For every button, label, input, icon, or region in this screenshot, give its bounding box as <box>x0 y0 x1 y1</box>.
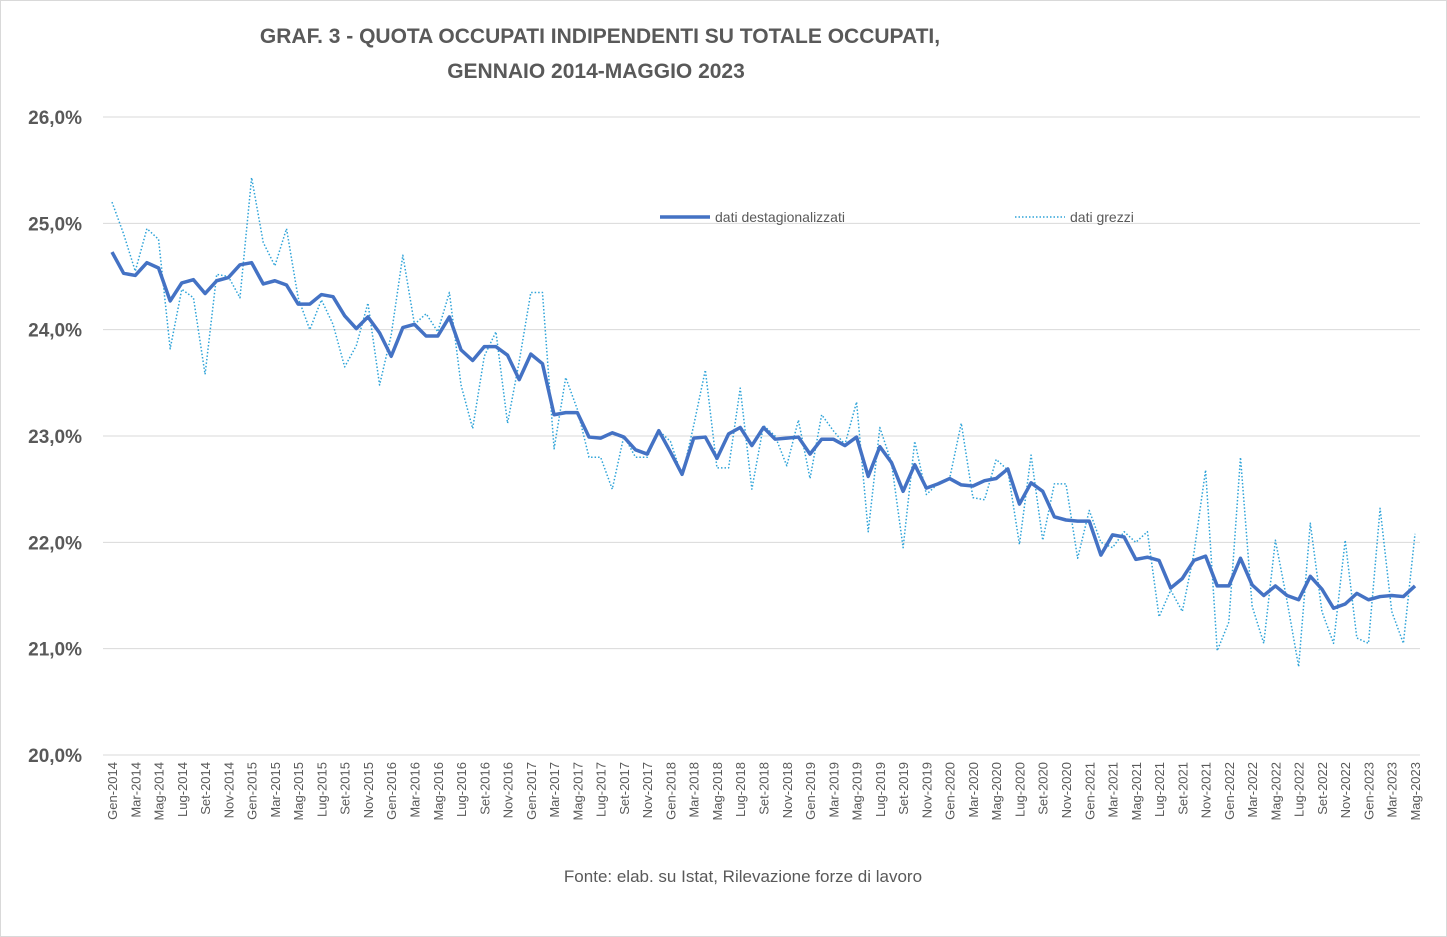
x-tick-label: Nov-2022 <box>1338 762 1353 818</box>
x-tick-label: Gen-2014 <box>105 762 120 820</box>
x-tick-label: Gen-2020 <box>943 762 958 820</box>
x-tick-label: Mag-2019 <box>850 762 865 821</box>
x-tick-label: Set-2020 <box>1036 762 1051 815</box>
x-tick-label: Mag-2015 <box>291 762 306 821</box>
x-tick-label: Mag-2016 <box>431 762 446 821</box>
x-tick-label: Set-2017 <box>617 762 632 815</box>
x-tick-label: Nov-2018 <box>780 762 795 818</box>
x-tick-label: Mar-2020 <box>966 762 981 818</box>
x-tick-label: Lug-2019 <box>873 762 888 817</box>
x-tick-label: Mar-2014 <box>128 762 143 818</box>
data-line <box>110 251 1417 611</box>
x-tick-label: Gen-2017 <box>524 762 539 820</box>
x-tick-label: Set-2015 <box>338 762 353 815</box>
x-tick-label: Mar-2017 <box>547 762 562 818</box>
x-tick-label: Gen-2022 <box>1222 762 1237 820</box>
x-tick-label: Lug-2017 <box>594 762 609 817</box>
y-tick-label: 24,0% <box>28 321 82 342</box>
legend-label: dati grezzi <box>1070 209 1134 225</box>
x-tick-label: Nov-2020 <box>1059 762 1074 818</box>
x-tick-label: Lug-2018 <box>733 762 748 817</box>
x-tick-label: Set-2022 <box>1315 762 1330 815</box>
x-tick-label: Nov-2019 <box>919 762 934 818</box>
y-tick-label: 21,0% <box>28 640 82 661</box>
y-tick-label: 22,0% <box>28 533 82 554</box>
x-tick-label: Mag-2014 <box>152 762 167 821</box>
x-tick-label: Gen-2015 <box>245 762 260 820</box>
x-tick-label: Mar-2021 <box>1106 762 1121 818</box>
y-tick-label: 26,0% <box>28 108 82 129</box>
x-tick-label: Mar-2019 <box>826 762 841 818</box>
chart-title: GRAF. 3 - QUOTA OCCUPATI INDIPENDENTI SU… <box>260 25 940 48</box>
x-tick-label: Mar-2022 <box>1245 762 1260 818</box>
x-tick-label: Set-2018 <box>757 762 772 815</box>
x-tick-label: Lug-2021 <box>1152 762 1167 817</box>
x-tick-label: Mar-2018 <box>687 762 702 818</box>
x-tick-label: Nov-2016 <box>501 762 516 818</box>
x-tick-label: Lug-2022 <box>1292 762 1307 817</box>
x-tick-label: Mag-2021 <box>1129 762 1144 821</box>
x-tick-label: Lug-2014 <box>175 762 190 817</box>
x-tick-label: Gen-2016 <box>384 762 399 820</box>
x-tick-label: Lug-2015 <box>314 762 329 817</box>
x-tick-label: Nov-2017 <box>640 762 655 818</box>
x-tick-label: Set-2016 <box>477 762 492 815</box>
source-note: Fonte: elab. su Istat, Rilevazione forze… <box>564 867 922 886</box>
x-tick-label: Mag-2018 <box>710 762 725 821</box>
x-tick-label: Set-2021 <box>1175 762 1190 815</box>
x-tick-label: Gen-2018 <box>663 762 678 820</box>
y-tick-label: 25,0% <box>28 214 82 235</box>
x-tick-label: Gen-2021 <box>1082 762 1097 820</box>
x-tick-label: Nov-2015 <box>361 762 376 818</box>
x-tick-label: Set-2019 <box>896 762 911 815</box>
x-tick-label: Mar-2016 <box>407 762 422 818</box>
y-tick-label: 20,0% <box>28 746 82 767</box>
x-tick-label: Lug-2016 <box>454 762 469 817</box>
x-tick-label: Mar-2015 <box>268 762 283 818</box>
x-tick-label: Nov-2021 <box>1199 762 1214 818</box>
chart-title: GENNAIO 2014-MAGGIO 2023 <box>447 60 745 83</box>
x-tick-label: Mag-2023 <box>1408 762 1423 821</box>
x-tick-label: Nov-2014 <box>221 762 236 818</box>
x-tick-label: Mag-2022 <box>1268 762 1283 821</box>
x-tick-label: Lug-2020 <box>1012 762 1027 817</box>
x-tick-label: Gen-2023 <box>1361 762 1376 820</box>
x-tick-label: Mar-2023 <box>1385 762 1400 818</box>
y-tick-label: 23,0% <box>28 427 82 448</box>
x-tick-label: Gen-2019 <box>803 762 818 820</box>
legend-label: dati destagionalizzati <box>715 209 845 225</box>
x-tick-label: Mag-2020 <box>989 762 1004 821</box>
x-tick-label: Set-2014 <box>198 762 213 815</box>
x-tick-label: Mag-2017 <box>570 762 585 821</box>
